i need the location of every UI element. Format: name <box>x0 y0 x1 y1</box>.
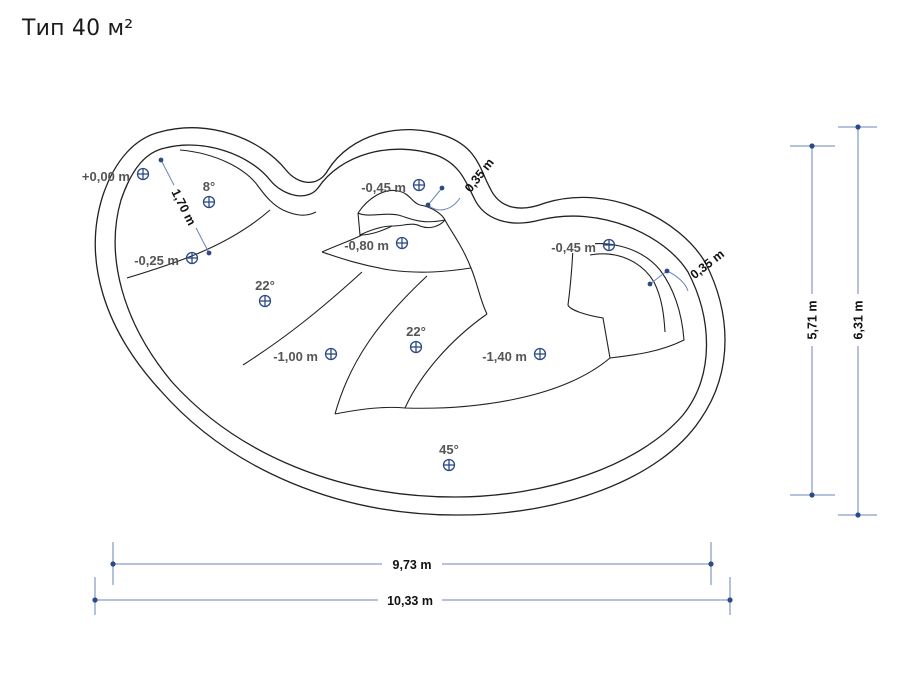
marker-level-0: +0,00 m <box>82 167 150 184</box>
dimension-label: 10,33 m <box>387 594 433 608</box>
dimension-outer-length: 10,33 m <box>378 592 442 608</box>
pool-inner-outline <box>114 144 708 498</box>
zone-line-2 <box>242 271 363 366</box>
zone-line-7 <box>321 234 363 253</box>
dimension-step-length: 1,70 m <box>165 181 203 233</box>
dimension-step-width-top-arc <box>427 197 461 211</box>
dimension-endpoint <box>425 202 431 208</box>
dimension-label: 0,35 m <box>688 247 727 282</box>
marker-level-minus-045-top: -0,45 m <box>361 178 426 195</box>
marker-label: 8° <box>203 179 215 194</box>
marker-level-minus-025: -0,25 m <box>134 251 199 268</box>
marker-level-minus-100: -1,00 m <box>273 347 338 364</box>
page-title: Тип 40 м² <box>22 16 134 41</box>
dimension-endpoint <box>855 512 861 518</box>
dimension-endpoint <box>92 597 98 603</box>
marker-label: -0,80 m <box>344 238 389 253</box>
center-step-rim <box>359 219 446 236</box>
right-step-inner <box>589 253 666 333</box>
dimension-inner-length: 9,73 m <box>382 556 442 572</box>
marker-label: 22° <box>255 278 275 293</box>
dimension-endpoint <box>206 250 212 256</box>
marker-level-minus-140: -1,40 m <box>482 347 547 364</box>
marker-level-minus-080: -0,80 m <box>344 236 409 253</box>
dimension-endpoint <box>439 185 445 191</box>
step-band-top-left <box>179 149 317 216</box>
dimension-endpoint <box>855 124 861 130</box>
marker-label: -0,45 m <box>361 180 406 195</box>
dimension-step-width-top: 0,35 m <box>462 156 497 195</box>
dimension-label: 1,70 m <box>168 187 198 228</box>
zone-line-3 <box>334 275 428 415</box>
marker-slope-22-center: 22° <box>406 324 426 354</box>
dimension-endpoint <box>809 492 815 498</box>
dimension-step-width-right-arc <box>666 270 689 292</box>
marker-label: -0,45 m <box>551 240 596 255</box>
dimension-step-width-top-line <box>427 187 443 206</box>
marker-slope-45: 45° <box>439 442 459 472</box>
zone-line-5 <box>334 357 611 415</box>
dimension-endpoint <box>647 281 653 287</box>
dimension-label: 9,73 m <box>393 558 432 572</box>
marker-label: -0,25 m <box>134 253 179 268</box>
dimension-endpoint <box>727 597 733 603</box>
dimension-inner-width: 5,71 m <box>803 294 821 346</box>
dimension-endpoint <box>110 561 116 567</box>
marker-label: +0,00 m <box>82 169 130 184</box>
marker-label: -1,40 m <box>482 349 527 364</box>
zone-line-1 <box>126 209 271 279</box>
marker-slope-8: 8° <box>203 179 215 209</box>
dimension-outer-width: 6,31 m <box>849 294 867 346</box>
dimension-label: 6,31 m <box>852 301 866 340</box>
right-step <box>567 243 685 359</box>
dimension-label: 0,35 m <box>462 156 497 195</box>
dimension-label: 5,71 m <box>806 301 820 340</box>
dimension-endpoint <box>708 561 714 567</box>
marker-level-minus-045-right: -0,45 m <box>545 236 616 255</box>
zone-line-4 <box>404 313 488 409</box>
marker-label: -1,00 m <box>273 349 318 364</box>
zone-line-6 <box>321 251 472 273</box>
dimension-endpoint <box>664 268 670 274</box>
marker-slope-22-left: 22° <box>255 278 275 308</box>
dimension-endpoint <box>158 157 164 163</box>
pool-outer-outline <box>94 127 726 516</box>
marker-label: 22° <box>406 324 426 339</box>
dimension-step-width-right-line <box>649 270 668 285</box>
dimension-endpoint <box>809 143 815 149</box>
dimension-step-width-right: 0,35 m <box>688 247 727 282</box>
marker-label: 45° <box>439 442 459 457</box>
